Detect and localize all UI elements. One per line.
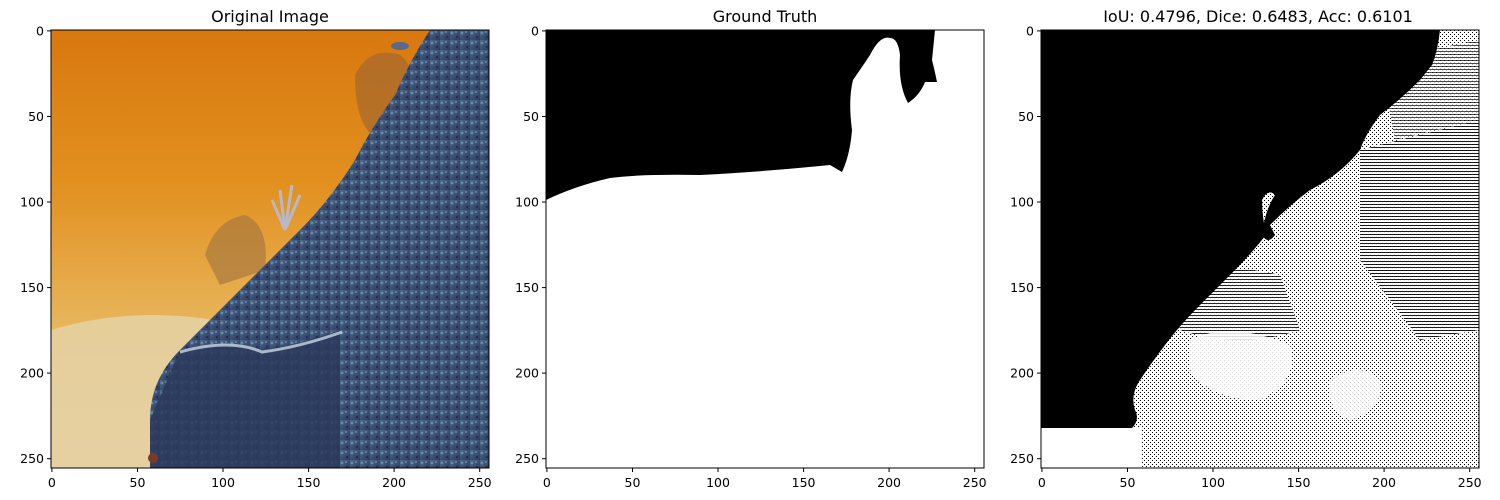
ground-truth-mask (546, 30, 984, 468)
xtick-pred-200: 200 (1372, 468, 1396, 490)
xtick-gt-250: 250 (963, 468, 987, 490)
ytick-label: 50 (28, 109, 44, 124)
xtick-gt-100: 100 (706, 468, 730, 490)
xtick-label: 250 (468, 475, 492, 490)
ytick-label: 0 (531, 24, 539, 39)
original-image-picture (51, 30, 489, 468)
axes-frame-ground-truth (545, 29, 985, 469)
xtick-label: 200 (877, 475, 901, 490)
panel-title-ground-truth: Ground Truth (713, 7, 818, 26)
ytick-label: 150 (515, 280, 539, 295)
ytick-gt-200: 200 (515, 366, 546, 381)
ytick-label: 200 (515, 366, 539, 381)
ytick-label: 250 (1010, 451, 1034, 466)
ytick-pred-0: 0 (1026, 24, 1041, 39)
yticks-original: 0 50 100 150 200 250 (20, 24, 51, 466)
xtick-pred-100: 100 (1201, 468, 1225, 490)
axes-frame-prediction (1040, 29, 1480, 469)
xtick-gt-150: 150 (792, 468, 816, 490)
ytick-original-0: 0 (36, 24, 51, 39)
xtick-label: 0 (543, 475, 551, 490)
ytick-pred-200: 200 (1010, 366, 1041, 381)
ytick-pred-100: 100 (1010, 195, 1041, 210)
xtick-label: 50 (625, 475, 641, 490)
ytick-label: 100 (515, 195, 539, 210)
ytick-original-250: 250 (20, 451, 51, 466)
xticks-original: 0 50 100 150 200 250 (48, 468, 492, 490)
xtick-label: 50 (130, 475, 146, 490)
xtick-gt-0: 0 (543, 468, 551, 490)
ytick-original-100: 100 (20, 195, 51, 210)
ytick-label: 0 (1026, 24, 1034, 39)
panel-title-original: Original Image (211, 7, 329, 26)
xtick-gt-50: 50 (625, 468, 641, 490)
xtick-label: 250 (1458, 475, 1482, 490)
panel-prediction: IoU: 0.4796, Dice: 0.6483, Acc: 0.6101 0… (1010, 7, 1482, 490)
xtick-original-50: 50 (130, 468, 146, 490)
xtick-pred-250: 250 (1458, 468, 1482, 490)
xtick-label: 150 (792, 475, 816, 490)
ytick-gt-0: 0 (531, 24, 546, 39)
xtick-label: 100 (706, 475, 730, 490)
ytick-label: 250 (515, 451, 539, 466)
axes-frame-original (50, 29, 490, 469)
panel-ground-truth: Ground Truth 0 50 100 150 200 250 0 50 1… (515, 7, 987, 490)
xtick-original-200: 200 (382, 468, 406, 490)
xtick-original-150: 150 (297, 468, 321, 490)
ytick-label: 200 (20, 366, 44, 381)
ytick-label: 250 (20, 451, 44, 466)
ytick-gt-250: 250 (515, 451, 546, 466)
xticks-prediction: 0 50 100 150 200 250 (1038, 468, 1482, 490)
xtick-label: 150 (1287, 475, 1311, 490)
xtick-label: 250 (963, 475, 987, 490)
xtick-original-0: 0 (48, 468, 56, 490)
ytick-label: 50 (523, 109, 539, 124)
xtick-label: 0 (1038, 475, 1046, 490)
ytick-label: 200 (1010, 366, 1034, 381)
xtick-label: 50 (1120, 475, 1136, 490)
ytick-label: 50 (1018, 109, 1034, 124)
yticks-prediction: 0 50 100 150 200 250 (1010, 24, 1041, 466)
xtick-label: 100 (211, 475, 235, 490)
ytick-label: 100 (1010, 195, 1034, 210)
xtick-label: 100 (1201, 475, 1225, 490)
panel-original-image: Original Image 0 50 100 150 200 250 (20, 7, 492, 490)
yticks-ground-truth: 0 50 100 150 200 250 (515, 24, 546, 466)
ytick-gt-150: 150 (515, 280, 546, 295)
xtick-label: 150 (297, 475, 321, 490)
ytick-original-150: 150 (20, 280, 51, 295)
ytick-original-200: 200 (20, 366, 51, 381)
ytick-label: 150 (1010, 280, 1034, 295)
xtick-label: 200 (382, 475, 406, 490)
ytick-pred-150: 150 (1010, 280, 1041, 295)
ytick-label: 0 (36, 24, 44, 39)
xtick-original-250: 250 (468, 468, 492, 490)
xtick-label: 0 (48, 475, 56, 490)
prediction-mask (1041, 30, 1479, 468)
xtick-pred-0: 0 (1038, 468, 1046, 490)
xticks-ground-truth: 0 50 100 150 200 250 (543, 468, 987, 490)
xtick-label: 200 (1372, 475, 1396, 490)
ytick-gt-100: 100 (515, 195, 546, 210)
panel-title-prediction: IoU: 0.4796, Dice: 0.6483, Acc: 0.6101 (1103, 7, 1413, 26)
ytick-pred-50: 50 (1018, 109, 1041, 124)
ytick-label: 100 (20, 195, 44, 210)
xtick-pred-150: 150 (1287, 468, 1311, 490)
ytick-gt-50: 50 (523, 109, 546, 124)
xtick-gt-200: 200 (877, 468, 901, 490)
ytick-pred-250: 250 (1010, 451, 1041, 466)
ytick-original-50: 50 (28, 109, 51, 124)
xtick-original-100: 100 (211, 468, 235, 490)
ytick-label: 150 (20, 280, 44, 295)
xtick-pred-50: 50 (1120, 468, 1136, 490)
